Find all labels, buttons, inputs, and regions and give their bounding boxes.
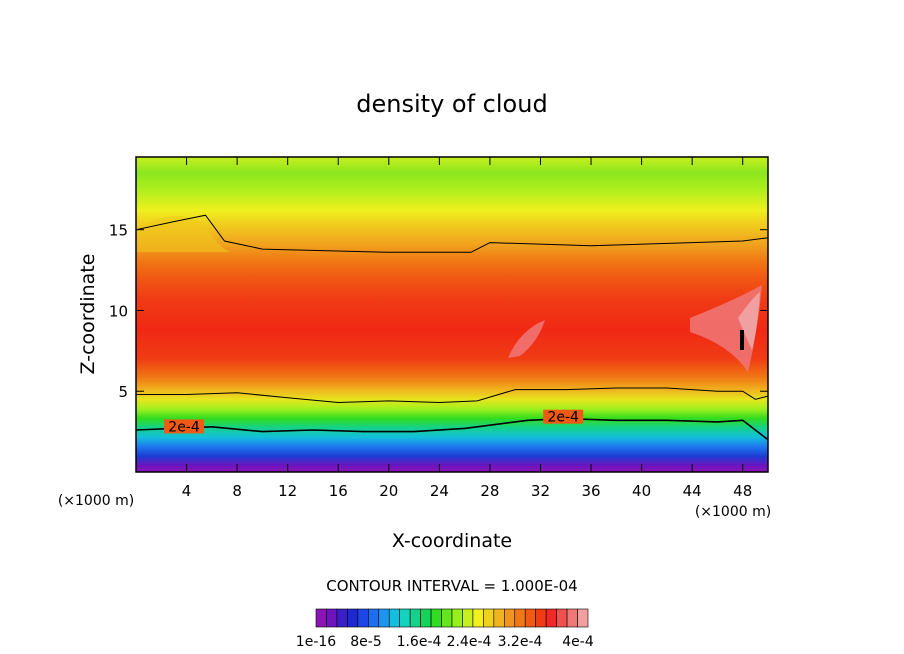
colorbar-swatch-7 — [388, 608, 400, 628]
colorbar-swatch-6 — [378, 608, 390, 628]
x-tick-label-7: 32 — [531, 482, 550, 500]
colorbar-swatch-10 — [420, 608, 432, 628]
colorbar-swatch-21 — [535, 608, 547, 628]
colorbar-swatch-11 — [430, 608, 442, 628]
x-tick-label-2: 12 — [278, 482, 297, 500]
colorbar-labels: 1e-16 8e-5 1.6e-4 2.4e-4 3.2e-4 4e-4 — [296, 634, 594, 650]
pink-core-right — [690, 285, 762, 372]
x-tick-label-1: 8 — [232, 482, 242, 500]
contour-lines: 2e-4 2e-4 — [136, 214, 768, 441]
x-tick-label-6: 28 — [480, 482, 499, 500]
contour-line-0 — [136, 214, 768, 253]
x-axis-label: X-coordinate — [392, 530, 512, 552]
colorbar-swatch-12 — [441, 608, 453, 628]
chart-title: density of cloud — [356, 90, 547, 118]
colorbar-label-4: 3.2e-4 — [498, 634, 543, 650]
colorbar-swatch-3 — [347, 608, 359, 628]
colorbar-label-2: 1.6e-4 — [397, 634, 442, 650]
pink-core-left — [508, 320, 545, 358]
x-tick-label-11: 48 — [733, 482, 752, 500]
x-tick-label-10: 44 — [683, 482, 702, 500]
x-unit-left: (×1000 m) — [58, 493, 134, 509]
colorbar-swatch-8 — [399, 608, 411, 628]
colorbar-swatch-20 — [524, 608, 536, 628]
contour-label-1: 2e-4 — [547, 410, 579, 426]
colorbar-swatch-13 — [451, 608, 463, 628]
contour-label-0: 2e-4 — [168, 419, 200, 435]
contour-interval-label: CONTOUR INTERVAL = 1.000E-04 — [326, 577, 577, 595]
contour-line-2 — [136, 417, 768, 441]
colorbar-swatch-14 — [462, 608, 474, 628]
colorbar-swatch-2 — [336, 608, 348, 628]
colorbar-label-5: 4e-4 — [562, 634, 594, 650]
x-tick-label-5: 24 — [430, 482, 449, 500]
colorbar-swatch-16 — [483, 608, 495, 628]
y-tick-label-2: 15 — [109, 222, 128, 240]
contour-label-bg-1 — [543, 409, 584, 424]
y-axis-label: Z-coordinate — [77, 254, 99, 375]
colorbar-swatch-22 — [545, 608, 557, 628]
contour-label-bg-0 — [164, 419, 205, 434]
x-tick-label-9: 40 — [632, 482, 651, 500]
x-tick-label-8: 36 — [581, 482, 600, 500]
x-tick-label-4: 20 — [379, 482, 398, 500]
colorbar-swatch-24 — [566, 608, 578, 628]
plot-frame — [135, 156, 769, 473]
colorbar-label-0: 1e-16 — [296, 634, 336, 650]
colorbar-swatch-1 — [326, 608, 338, 628]
bottom-spot-left — [740, 330, 744, 350]
colorbar-swatch-19 — [514, 608, 526, 628]
colorbar-swatch-23 — [556, 608, 568, 628]
colorbar-label-1: 8e-5 — [350, 634, 381, 650]
y-tick-label-0: 5 — [118, 383, 128, 401]
plot-area: 2e-4 2e-4 — [136, 157, 768, 472]
x-tick-label-0: 4 — [182, 482, 192, 500]
pink-core-right-inner — [738, 292, 760, 350]
colorbar-label-3: 2.4e-4 — [447, 634, 492, 650]
colorbar-swatch-25 — [577, 608, 589, 628]
colorbar-swatch-5 — [368, 608, 380, 628]
contour-line-1 — [136, 387, 768, 404]
colorbar-swatch-17 — [493, 608, 505, 628]
colorbar-swatch-15 — [472, 608, 484, 628]
x-unit-right: (×1000 m) — [695, 504, 771, 520]
colorbar-swatch-0 — [315, 608, 327, 628]
colorbar — [315, 608, 589, 628]
x-tick-label-3: 16 — [329, 482, 348, 500]
colorbar-swatch-4 — [357, 608, 369, 628]
colorbar-swatch-18 — [504, 608, 516, 628]
y-tick-label-1: 10 — [109, 302, 128, 320]
heatmap-field — [136, 157, 768, 472]
colorbar-swatch-9 — [409, 608, 421, 628]
